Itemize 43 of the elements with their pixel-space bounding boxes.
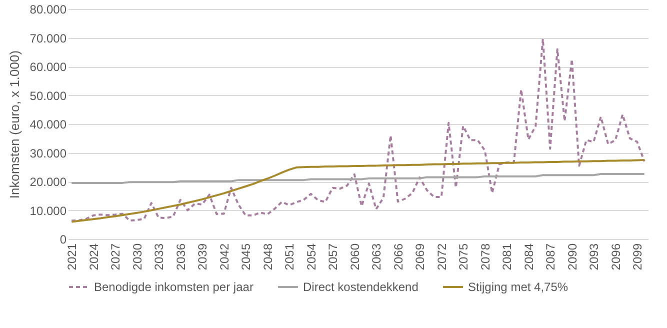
x-tick-label: 2099 (630, 243, 645, 270)
y-tick-label: 40.000 (30, 118, 67, 132)
line-series (70, 173, 646, 184)
x-tick-label: 2060 (348, 243, 362, 270)
line-series (70, 158, 646, 223)
x-tick-label: 2081 (500, 243, 514, 270)
x-tick-label: 2066 (391, 243, 406, 270)
x-tick-label: 2021 (65, 243, 80, 270)
x-tick-label: 2063 (370, 243, 384, 270)
x-tick-label: 2030 (130, 243, 144, 270)
x-tick-label: 2045 (239, 243, 254, 270)
x-tick-label: 2024 (86, 243, 101, 270)
x-tick-label: 2078 (478, 243, 492, 270)
x-tick-label: 2033 (152, 243, 166, 270)
x-tick-label: 2084 (522, 243, 536, 270)
x-tick-label: 2039 (196, 243, 210, 270)
y-tick-label: 80.000 (30, 2, 67, 16)
x-tick-label: 2036 (174, 243, 188, 270)
x-tick-label: 2096 (608, 243, 623, 270)
y-tick-label: 20.000 (30, 175, 67, 189)
y-tick-label: 0 (60, 232, 67, 246)
x-tick-label: 2093 (587, 243, 602, 270)
y-tick-label: 50.000 (30, 88, 67, 103)
legend-label: Direct kostendekkend (303, 280, 418, 294)
legend-label: Stijging met 4,75% (468, 280, 568, 294)
x-tick-label: 2069 (413, 243, 428, 270)
legend-label: Benodigde inkomsten per jaar (94, 280, 254, 294)
x-tick-label: 2027 (108, 243, 123, 270)
x-tick-label: 2075 (456, 243, 471, 270)
x-tick-label: 2042 (217, 243, 232, 270)
x-tick-label: 2048 (260, 243, 275, 270)
y-axis-title: Inkomsten (euro, x 1.000) (6, 50, 22, 199)
y-tick-label: 60.000 (30, 60, 67, 74)
y-tick-label: 10.000 (30, 204, 67, 218)
x-tick-label: 2057 (326, 243, 340, 270)
y-tick-label: 30.000 (30, 146, 67, 160)
x-tick-label: 2072 (434, 243, 449, 270)
line-series (70, 38, 646, 222)
x-tick-label: 2054 (304, 243, 318, 270)
x-tick-label: 2051 (282, 243, 297, 270)
y-tick-label: 70.000 (30, 31, 67, 46)
x-tick-label: 2090 (565, 243, 580, 270)
x-tick-label: 2087 (544, 243, 558, 270)
